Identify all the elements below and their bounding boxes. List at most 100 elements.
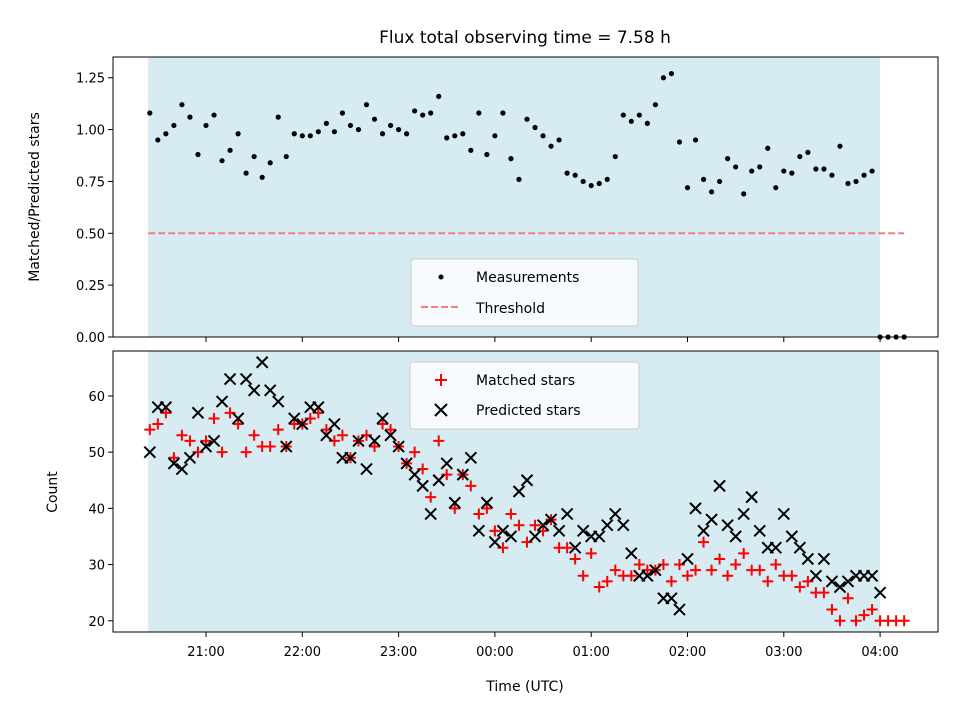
predicted-star-point [360,462,373,476]
predicted-star-point [641,569,654,583]
predicted-star-point [777,507,791,521]
predicted-star-point [175,462,189,476]
measurement-point [291,131,297,137]
matched-stars-legend-label: Matched stars [476,373,575,389]
bottom-y-tick-label: 30 [88,559,105,574]
measurement-point [492,133,498,139]
matched-star-point [698,536,710,548]
predicted-star-point [625,547,638,560]
measurement-point [708,189,715,195]
predicted-star-point [472,524,486,538]
measurement-point [259,174,265,180]
predicted-star-point [456,468,470,481]
measurement-point [267,160,273,166]
top-legend-box [410,258,639,327]
predicted-star-point [488,535,502,549]
matched-star-point [722,570,734,582]
matched-star-point [425,491,437,503]
bottom-x-tick-label: 02:00 [669,645,706,660]
measurement-point [195,151,201,158]
bottom-x-tick-label: 01:00 [572,645,609,660]
predicted-star-point [344,451,357,464]
predicted-star-point [296,417,309,431]
predicted-star-point [352,434,365,448]
predicted-star-point [544,513,558,526]
matched-star-point [850,615,862,627]
predicted-star-point [199,440,213,453]
measurement-point [668,70,675,77]
measurement-point [861,172,867,178]
matched-star-point [489,525,501,537]
bottom-plot-frame [112,350,939,633]
predicted-star-point [191,406,205,420]
matched-star-point [449,502,461,514]
top-y-axis-label: Matched/Predicted stars [27,112,43,282]
measurement-point [636,112,642,118]
matched-star-point [866,604,878,616]
predicted-star-point [159,400,173,414]
predicted-star-point [568,541,582,554]
predicted-star-point [416,479,429,493]
matched-star-point [682,570,693,582]
measurement-point [396,126,402,133]
matched-star-point [465,480,477,492]
measurement-point [516,176,522,182]
predicted-star-point [809,569,823,583]
predicted-star-point [865,569,879,583]
matched-star-point [433,435,445,447]
predicted-star-point [392,440,405,453]
top-y-tick-label: 0.25 [76,279,105,294]
measurement-point [540,133,546,139]
matched-stars-legend-marker [435,374,447,386]
matched-star-point [216,446,228,458]
measurement-point [412,108,418,114]
matched-star-point [754,564,766,576]
bottom-x-axis-label: Time (UTC) [485,679,563,695]
predicted-stars-legend-marker [434,403,448,417]
measurement-point [379,131,386,137]
measurement-point [588,182,594,189]
measurement-point [355,126,362,133]
predicted-star-point [312,400,325,414]
measurement-point [757,164,763,170]
matched-star-point [601,575,613,587]
predicted-star-point [721,519,734,532]
bottom-y-tick-label: 50 [88,446,105,461]
matched-star-point [481,502,493,514]
measurement-point [564,170,570,176]
predicted-star-point [528,530,542,543]
matched-star-point [585,547,597,559]
predicted-star-point [432,474,445,487]
top-panel-title: Flux total observing time = 7.58 h [379,28,671,48]
measurement-point [387,122,394,129]
predicted-star-point [681,552,694,566]
measurement-point [717,178,723,185]
measurement-point [620,112,626,118]
measurement-point [797,153,803,160]
matched-star-point [240,446,252,458]
predicted-star-point [793,541,807,554]
predicted-star-point [737,507,750,521]
measurement-point [476,110,482,116]
predicted-star-point [255,356,269,369]
matched-star-point [473,508,485,520]
predicted-star-point [440,457,453,470]
measurement-point [235,131,241,137]
measurement-point [500,110,506,116]
predicted-star-point [207,434,221,448]
predicted-star-point [424,507,437,521]
measurement-point [452,133,458,139]
measurement-point [789,170,795,176]
predicted-star-point [560,507,574,521]
predicted-star-point [272,395,285,408]
predicted-star-point [320,429,333,442]
predicted-star-point [247,384,261,397]
measurement-point [203,122,209,129]
predicted-star-point [520,474,534,487]
matched-star-point [834,615,846,627]
matched-star-point [593,581,605,593]
bottom-panel: 20 30 40 50 60 21:00 22:00 23:00 00:00 01:00 02:0… [45,350,939,695]
predicted-star-point [649,563,662,577]
measurements-series [147,70,907,340]
matched-star-point [336,429,348,441]
